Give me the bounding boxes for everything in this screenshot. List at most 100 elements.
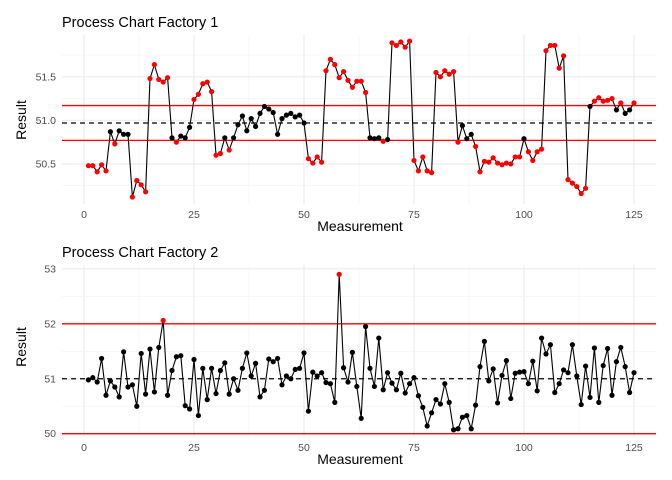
data-point (138, 350, 144, 357)
data-point (253, 360, 259, 366)
data-point (398, 370, 404, 376)
data-point-out-of-control (213, 152, 219, 158)
data-point (270, 109, 276, 116)
data-point-out-of-control (327, 56, 333, 62)
data-point (239, 365, 245, 371)
data-point (521, 136, 527, 142)
data-point-out-of-control (314, 154, 320, 160)
data-point (275, 131, 281, 137)
data-point (103, 392, 109, 398)
data-point (341, 365, 347, 371)
data-point-out-of-control (217, 150, 223, 157)
data-point (517, 369, 523, 375)
data-point-out-of-control (358, 78, 364, 84)
data-point-out-of-control (345, 77, 351, 83)
data-point (275, 355, 281, 362)
data-point (437, 401, 443, 407)
data-point-out-of-control (424, 168, 430, 174)
data-point (297, 365, 303, 371)
data-point-out-of-control (336, 271, 342, 277)
data-point (182, 403, 188, 409)
data-point (622, 110, 628, 117)
series-lines (88, 40, 635, 198)
data-point (459, 414, 465, 420)
data-point-out-of-control (147, 75, 153, 82)
data-point-out-of-control (481, 158, 487, 164)
data-point (468, 131, 474, 137)
data-point (187, 406, 193, 412)
data-point (578, 401, 584, 408)
data-point (261, 103, 267, 110)
data-point-out-of-control (596, 95, 602, 101)
control-limits (62, 323, 656, 435)
data-point (121, 131, 127, 137)
data-point-out-of-control (393, 42, 399, 49)
data-point-out-of-control (411, 157, 417, 164)
data-point (217, 367, 223, 374)
data-point (407, 381, 413, 387)
data-point (85, 377, 91, 383)
data-point (319, 370, 325, 376)
series-line (88, 40, 635, 198)
data-point (257, 394, 263, 400)
data-point (367, 365, 373, 371)
data-point (151, 389, 157, 395)
data-point (464, 412, 470, 419)
data-point-out-of-control (99, 162, 105, 168)
data-point (587, 394, 593, 401)
data-point (525, 381, 532, 387)
x-tick-label: 25 (188, 209, 200, 221)
data-point-out-of-control (134, 177, 140, 184)
data-point-out-of-control (112, 141, 118, 147)
y-axis-label: Result (13, 327, 29, 367)
data-point (455, 426, 461, 432)
data-point (200, 365, 206, 371)
data-point (279, 116, 285, 122)
data-point-out-of-control (556, 65, 562, 71)
data-point (508, 395, 514, 402)
data-point-out-of-control (200, 81, 206, 87)
data-point (627, 389, 633, 396)
data-point (332, 399, 338, 405)
data-point (539, 335, 545, 341)
data-point (495, 400, 501, 406)
data-point (600, 362, 606, 369)
data-point (116, 128, 122, 134)
x-axis-label: Measurement (317, 451, 403, 467)
x-tick-label: 75 (408, 209, 420, 221)
data-point (107, 378, 113, 384)
data-point (631, 370, 637, 376)
data-point (363, 323, 369, 330)
data-point (587, 103, 593, 110)
data-point (433, 397, 439, 403)
data-point-out-of-control (160, 317, 166, 324)
y-tick-labels: 50.5 51.0 51.5 (36, 71, 57, 170)
data-point (385, 136, 391, 143)
data-point-out-of-control (473, 143, 479, 150)
data-point (415, 393, 421, 399)
data-point (209, 365, 215, 371)
data-point-out-of-control (495, 160, 501, 166)
x-tick-label: 75 (408, 442, 420, 454)
data-point (459, 122, 465, 129)
data-point (424, 423, 430, 429)
data-point-out-of-control (85, 163, 91, 169)
data-point (446, 399, 452, 405)
data-point-out-of-control (173, 139, 179, 145)
data-point-out-of-control (363, 89, 369, 96)
data-point (283, 112, 289, 118)
data-point (512, 370, 518, 376)
x-tick-label: 50 (298, 442, 310, 454)
data-point (195, 412, 201, 419)
data-point (301, 120, 307, 126)
data-point (231, 376, 237, 382)
data-point-out-of-control (631, 100, 637, 106)
data-point (556, 381, 562, 387)
data-point-out-of-control (323, 68, 329, 74)
x-tick-labels: 0 25 50 75 100 125 (81, 209, 643, 221)
data-point-out-of-control (160, 79, 166, 85)
data-point (266, 356, 272, 362)
data-point-out-of-control (389, 40, 395, 46)
data-point (134, 403, 140, 409)
